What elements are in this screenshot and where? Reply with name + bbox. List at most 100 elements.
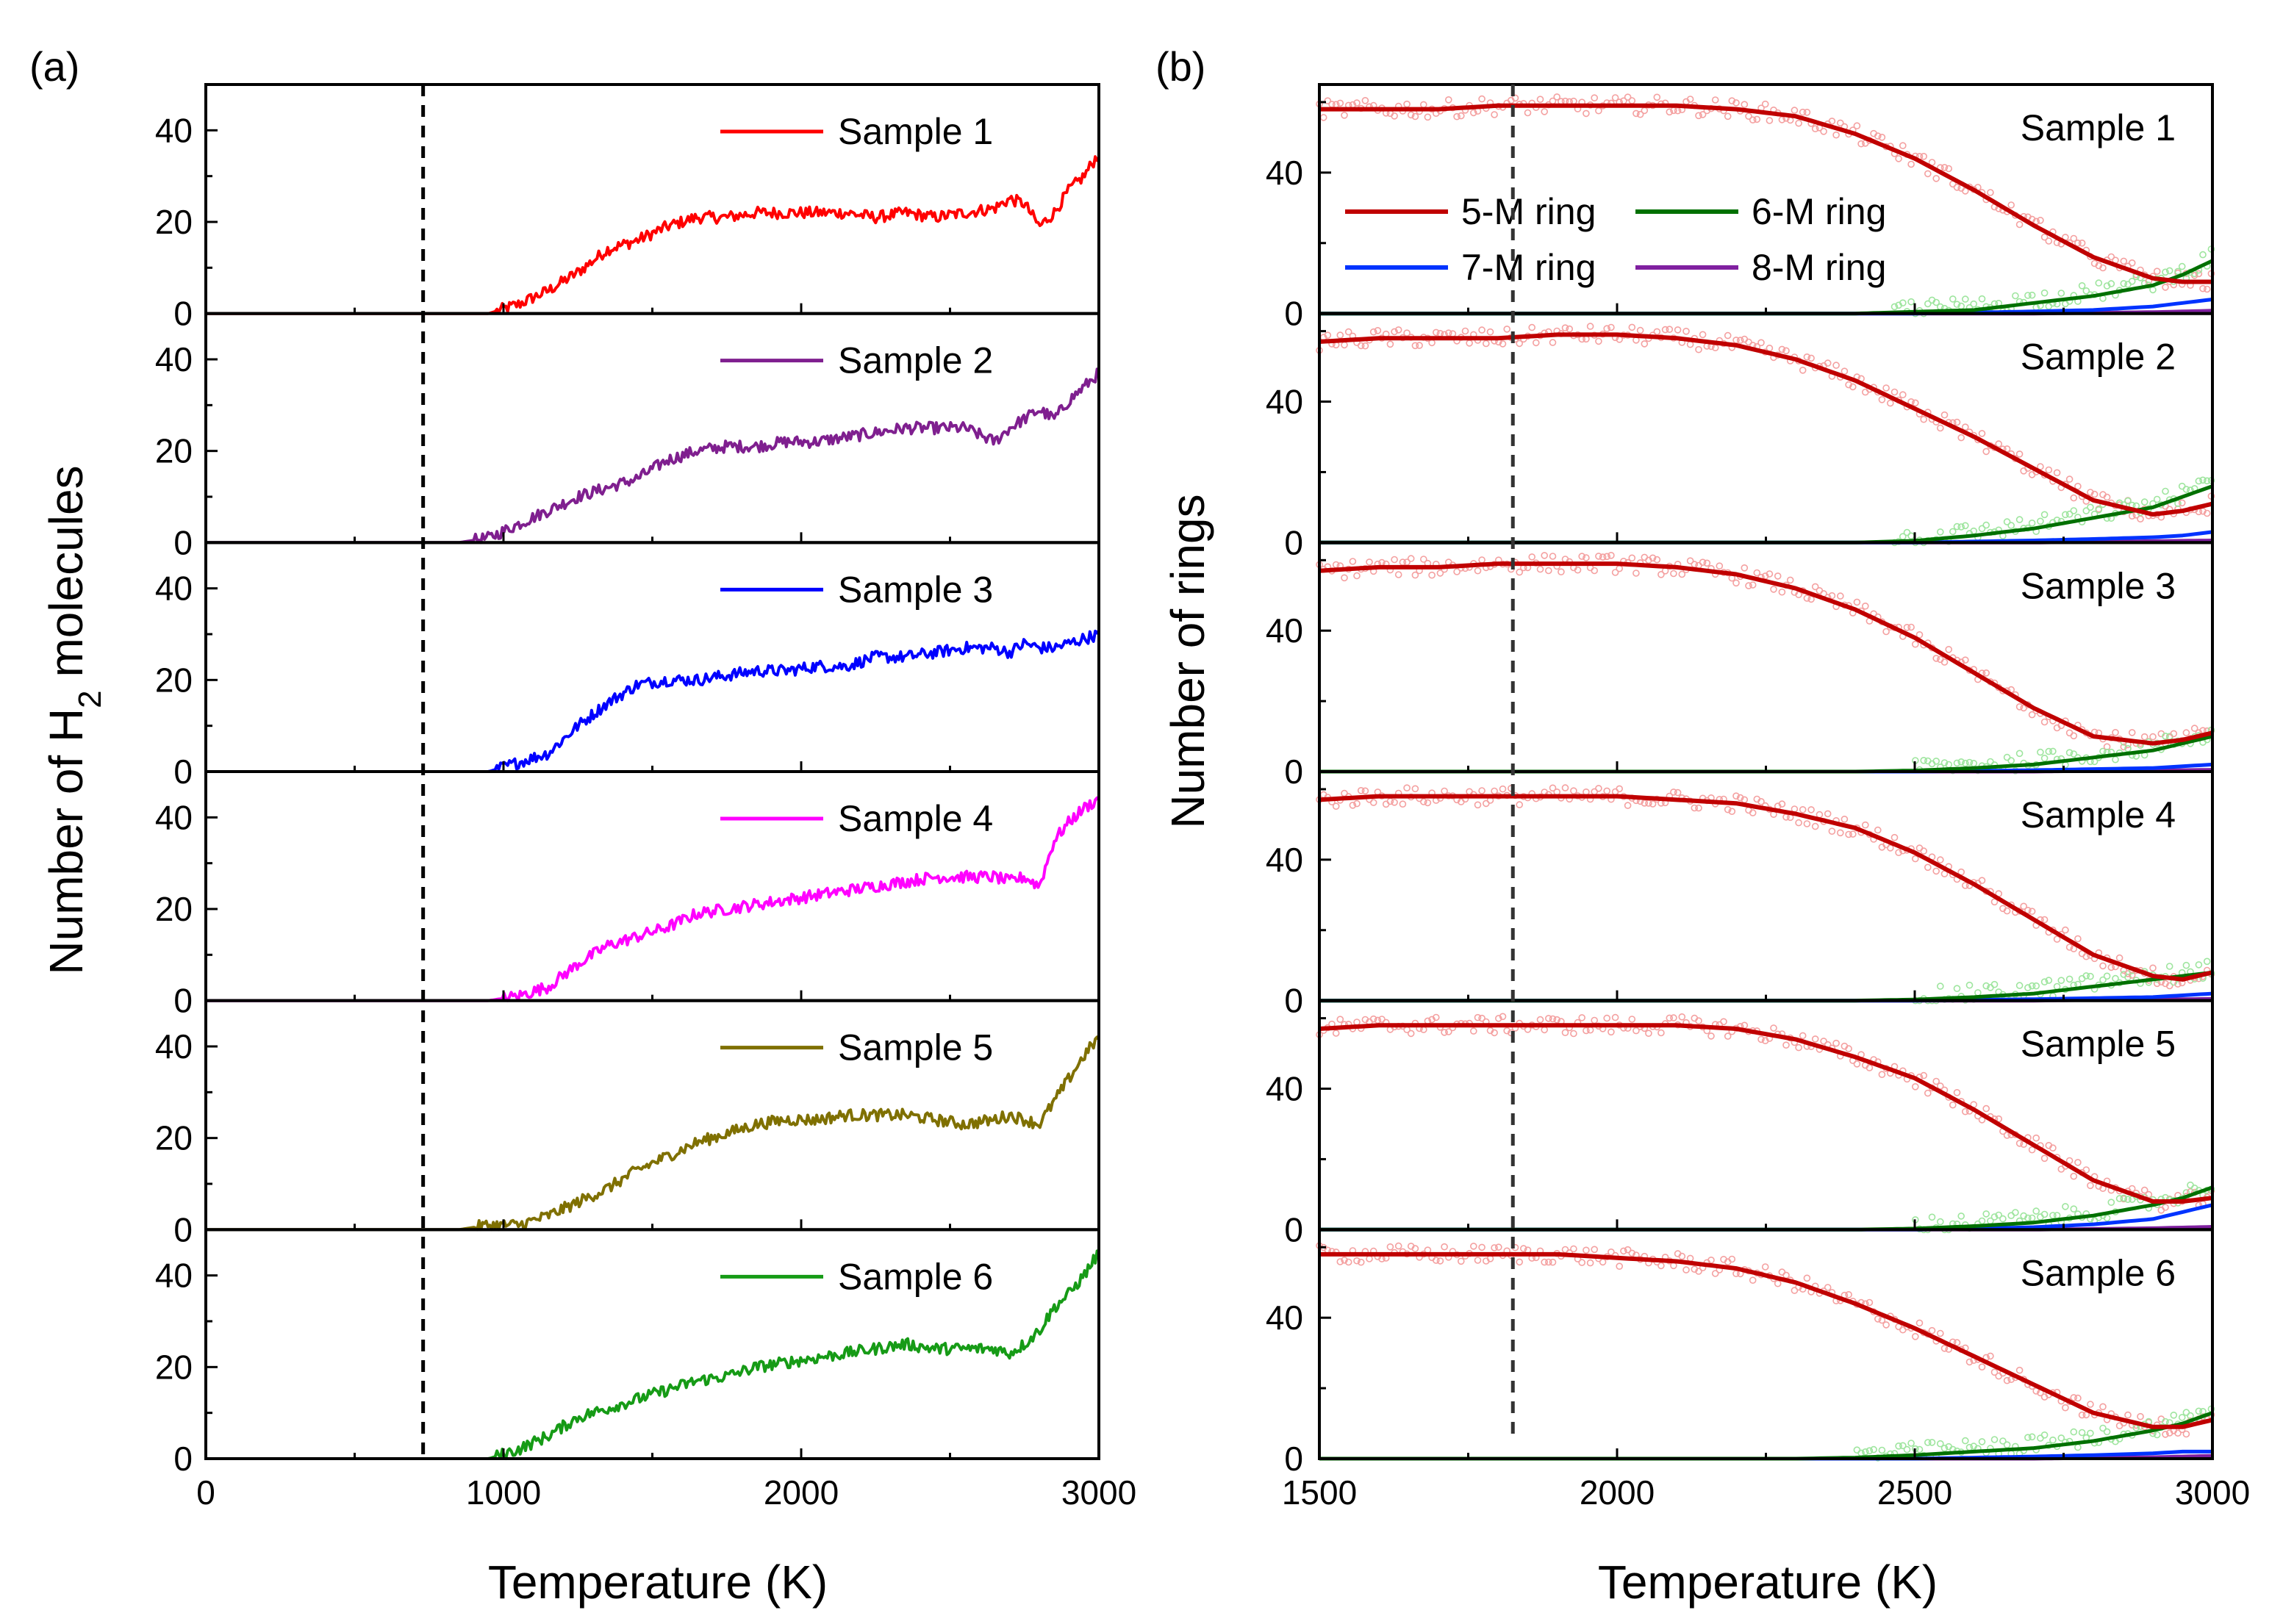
panel-b-5m-ring-point xyxy=(1949,1101,1957,1109)
panel-b-5m-ring-point xyxy=(1845,830,1852,838)
panel-b-5m-ring-point xyxy=(2078,1411,2086,1419)
panel-b-5m-ring-point xyxy=(1574,566,1582,574)
panel-b-6m-ring-point xyxy=(1937,1218,1944,1226)
panel-b-5m-ring-point xyxy=(2045,237,2053,245)
panel-b-5m-ring-point xyxy=(2162,1431,2169,1438)
panel-b-5m-ring-point xyxy=(1882,384,1890,392)
panel-b-x-tick-label: 2000 xyxy=(1580,1473,1655,1512)
panel-b-5m-ring-point xyxy=(1791,107,1799,114)
panel-b-5m-ring-point xyxy=(1932,655,1940,662)
panel-b-5m-ring-point xyxy=(1670,570,1677,578)
panel-b-6m-ring-point xyxy=(2007,522,2015,529)
panel-b-5m-ring-point xyxy=(1682,1266,1690,1273)
panel-b-5m-ring-point xyxy=(1795,1043,1802,1052)
panel-b-5m-ring-point xyxy=(2024,907,2032,914)
panel-b-5m-ring-point xyxy=(1549,1015,1557,1023)
panel-b-5m-ring-point xyxy=(1624,802,1632,809)
panel-b-legend-label: 5-M ring xyxy=(1461,191,1596,232)
panel-b-5m-ring-point xyxy=(1603,325,1610,333)
panel-b-5m-ring-point xyxy=(1678,570,1686,578)
panel-b-6m-ring-point xyxy=(1978,1438,1986,1445)
panel-b-5m-ring-point xyxy=(1595,553,1602,560)
panel-b-5m-ring-point xyxy=(1578,1259,1585,1266)
panel-b-5m-ring-point xyxy=(2065,475,2074,483)
panel-b-6m-ring-point xyxy=(1999,1215,2007,1223)
panel-b-5m-ring-point xyxy=(1849,830,1857,838)
panel-b-6m-ring-point xyxy=(2024,984,2032,991)
panel-b-5m-ring-point xyxy=(2128,1185,2136,1193)
panel-b-5m-ring-point xyxy=(1516,568,1523,576)
panel-a-y-axis-title-subscript: 2 xyxy=(72,690,108,708)
panel-b-6m-ring-point xyxy=(1878,1446,1886,1454)
panel-b-6m-ring-point xyxy=(2120,1194,2128,1202)
panel-b-sample-label: Sample 4 xyxy=(2021,794,2176,836)
panel-b-5m-ring-point xyxy=(1399,800,1407,808)
panel-b-6m-ring-point xyxy=(1949,295,1957,303)
panel-b-subplot-3: 0 40 Sample 3 xyxy=(1266,541,2215,791)
panel-b-5m-ring-point xyxy=(1578,1014,1585,1021)
panel-b-5m-ring-point xyxy=(1962,423,1969,431)
panel-b-5m-ring-point xyxy=(1849,383,1857,391)
panel-b-5m-ring-point xyxy=(1474,567,1482,575)
panel-b-5m-ring-point xyxy=(1878,134,1886,141)
panel-b-5m-ring-point xyxy=(2137,515,2144,523)
panel-b-5m-ring-point xyxy=(1674,788,1682,797)
panel-b-5m-ring-point xyxy=(2128,259,2136,267)
panel-a-y-tick-label: 0 xyxy=(173,752,193,791)
panel-b-5m-ring-point xyxy=(2128,971,2136,979)
panel-b-5m-ring-point xyxy=(1441,787,1448,795)
panel-b-5m-ring-point xyxy=(1924,863,1932,872)
panel-b-5m-ring-point xyxy=(2037,216,2044,224)
panel-b-5m-ring-point xyxy=(1628,1249,1636,1257)
panel-b-5m-ring-point xyxy=(1895,155,1902,162)
panel-b-sample-label: Sample 6 xyxy=(2021,1252,2176,1293)
panel-b-six-fit-line xyxy=(1319,1411,2213,1461)
panel-b-5m-ring-point xyxy=(1728,808,1736,815)
panel-b-5m-ring-point xyxy=(2062,926,2069,934)
panel-b-5m-ring-point xyxy=(1995,1372,2002,1380)
panel-b-y-tick-label: 40 xyxy=(1266,383,1303,421)
panel-b-5m-ring-point xyxy=(1411,1245,1419,1252)
panel-b-x-axis-title: Temperature (K) xyxy=(1598,1556,1938,1609)
panel-b-5m-ring-point xyxy=(1945,165,1952,173)
panel-b-5m-ring-point xyxy=(2115,1422,2123,1429)
panel-b-y-tick-label: 40 xyxy=(1266,1070,1303,1108)
panel-b-6m-ring-point xyxy=(1962,1437,1969,1445)
panel-b-sample-label: Sample 3 xyxy=(2021,565,2176,606)
panel-b-5m-ring-point xyxy=(1628,323,1636,331)
panel-b-6m-ring-point xyxy=(2028,1214,2036,1222)
panel-b-5m-ring-point xyxy=(2070,234,2078,242)
panel-b-5m-ring-point xyxy=(2053,935,2061,943)
panel-b-6m-ring-point xyxy=(2065,510,2074,518)
panel-b-5m-ring-point xyxy=(1428,571,1436,579)
panel-b-5m-ring-point xyxy=(1407,1030,1415,1038)
panel-b-5m-ring-point xyxy=(1628,97,1636,104)
panel-b-6m-ring-point xyxy=(2070,1428,2078,1436)
panel-b-6m-ring-point xyxy=(2120,280,2128,287)
panel-b-5m-ring-point xyxy=(1620,1247,1627,1255)
panel-b-5m-ring-point xyxy=(1478,326,1485,334)
panel-b-5m-ring-point xyxy=(1824,359,1832,367)
panel-b-5m-ring-point xyxy=(1541,1026,1548,1034)
panel-b-6m-ring-point xyxy=(1907,298,1915,306)
panel-b-5m-ring-point xyxy=(1661,326,1669,334)
panel-b-6m-ring-point xyxy=(2003,518,2011,525)
panel-b-5m-ring-point xyxy=(1716,562,1724,570)
panel-a-y-tick-label: 20 xyxy=(155,432,193,470)
panel-b-5m-ring-point xyxy=(2074,482,2082,490)
panel-b-5m-ring-point xyxy=(2162,1204,2169,1211)
panel-b-5m-ring-point xyxy=(1319,114,1327,121)
panel-b-5m-ring-point xyxy=(2028,908,2036,915)
panel-b-5m-ring-point xyxy=(2040,718,2049,726)
panel-b-5m-ring-point xyxy=(1803,353,1811,361)
panel-b-5m-ring-point xyxy=(1778,588,1786,596)
panel-b-5m-ring-point xyxy=(1407,555,1415,562)
panel-b-5m-ring-point xyxy=(1586,323,1594,330)
panel-b-6m-ring-point xyxy=(1928,1439,1936,1446)
panel-b-5m-ring-point xyxy=(1616,785,1623,793)
panel-b-5m-ring-point xyxy=(2070,494,2078,502)
panel-b-6m-ring-point xyxy=(2124,1196,2132,1203)
panel-b-5m-ring-point xyxy=(1411,342,1419,350)
panel-b-6m-ring-point xyxy=(2082,972,2090,980)
